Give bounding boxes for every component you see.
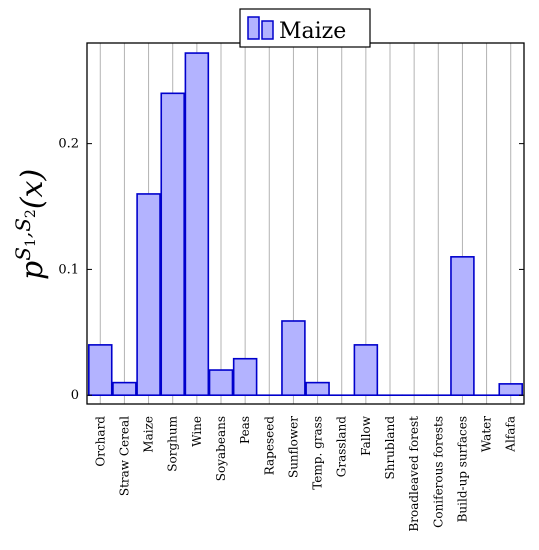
x-tick-label: Rapeseed — [262, 416, 276, 476]
x-tick-label: Soyabeans — [214, 416, 228, 481]
bar — [160, 92, 185, 396]
legend-swatch-bar-2 — [261, 20, 274, 40]
x-tick-label: Sorghum — [166, 415, 180, 471]
bar — [450, 256, 475, 396]
y-label-sup1: S — [11, 247, 35, 261]
y-label-sup2: S — [11, 218, 35, 232]
bar — [136, 193, 161, 396]
bar — [184, 52, 210, 396]
x-tick-label: Maize — [142, 416, 156, 453]
x-tick-label: Peas — [238, 416, 252, 444]
x-tick-label: Temp. grass — [311, 416, 325, 490]
x-tick-label: Sunflower — [286, 416, 300, 478]
y-label-base: p — [15, 261, 50, 280]
y-label-sup2-sub: 2 — [23, 209, 39, 218]
bar — [208, 369, 234, 396]
x-tick-label: Water — [480, 416, 494, 452]
x-tick-label: Fallow — [359, 415, 373, 456]
bars — [88, 52, 523, 397]
x-tick-labels: Orchard Straw Cereal Maize Sorghum Wine Soyab… — [93, 415, 517, 531]
legend-label: Maize — [279, 19, 346, 44]
y-tick-label: 0.2 — [58, 137, 79, 152]
legend: Maize — [239, 8, 371, 48]
x-tick-label: Coniferous forests — [431, 416, 445, 528]
x-tick-label: Straw Cereal — [117, 416, 131, 496]
x-tick-label: Orchard — [93, 416, 107, 467]
x-tick-label: Broadleaved forest — [407, 416, 421, 532]
grid-lines — [99, 43, 512, 404]
x-tick-label: Grassland — [335, 416, 349, 478]
y-tick-labels: 0 0.1 0.2 — [58, 137, 79, 404]
y-label-sep: , — [11, 232, 35, 238]
y-label-arg: (x) — [15, 169, 50, 209]
bar — [88, 344, 113, 396]
bar — [353, 344, 379, 396]
x-tick-label: Wine — [190, 416, 204, 447]
y-axis-label: pS1,S2(x) — [11, 169, 50, 280]
y-tick-label: 0 — [71, 388, 79, 403]
x-tick-label: Alfafa — [504, 416, 518, 453]
bar — [112, 381, 137, 396]
bar — [305, 381, 330, 396]
bar — [281, 320, 306, 396]
legend-swatch-bar-1 — [247, 16, 260, 40]
bar — [232, 357, 258, 396]
x-tick-label: Build-up surfaces — [455, 416, 469, 522]
x-tick-label: Shrubland — [383, 416, 397, 480]
bar — [498, 383, 523, 396]
y-tick-label: 0.1 — [58, 262, 79, 277]
y-label-sup1-sub: 1 — [23, 238, 39, 247]
